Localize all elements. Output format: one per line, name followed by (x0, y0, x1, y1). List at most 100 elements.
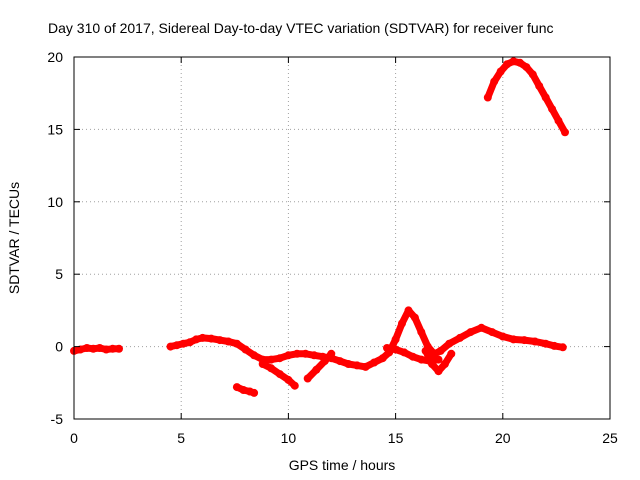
data-point (290, 381, 299, 390)
x-tick-label: 25 (602, 430, 618, 446)
data-point (436, 346, 445, 355)
data-point (498, 332, 507, 341)
data-point (303, 374, 312, 383)
data-point (531, 337, 539, 346)
data-point (284, 351, 293, 360)
data-point (466, 328, 475, 337)
data-point (267, 355, 276, 364)
data-point (477, 323, 486, 332)
data-point (76, 345, 85, 354)
x-tick-label: 15 (388, 430, 404, 446)
data-point (250, 351, 259, 360)
data-point (232, 383, 241, 392)
data-point (335, 357, 344, 366)
data-point (312, 365, 321, 374)
data-point (102, 345, 111, 354)
data-point (115, 344, 123, 353)
data-point (82, 344, 91, 352)
data-point (301, 349, 310, 358)
data-point (95, 344, 104, 352)
data-point (541, 93, 550, 102)
y-tick-label: 0 (55, 339, 63, 355)
data-point (516, 58, 524, 67)
chart-title: Day 310 of 2017, Sidereal Day-to-day VTE… (48, 20, 554, 36)
data-point (275, 370, 284, 379)
x-tick-label: 5 (177, 430, 185, 446)
data-point (398, 319, 406, 328)
data-point (327, 349, 336, 358)
data-point (445, 339, 454, 348)
data-point (344, 360, 353, 368)
data-point (293, 349, 301, 358)
data-point (320, 357, 329, 366)
data-point (408, 352, 417, 361)
data-point (400, 348, 409, 357)
data-point (267, 364, 276, 373)
data-point (503, 60, 512, 69)
data-point (383, 344, 391, 352)
data-point (558, 343, 567, 352)
data-point (192, 335, 201, 344)
data-point (391, 335, 400, 344)
data-point (250, 388, 259, 397)
x-tick-label: 10 (281, 430, 297, 446)
data-point (434, 367, 443, 376)
y-tick-label: 20 (47, 49, 63, 65)
data-point (528, 70, 537, 79)
data-point (455, 333, 464, 342)
data-point (417, 355, 426, 364)
data-point (391, 345, 400, 354)
data-point (166, 342, 175, 351)
data-point (108, 344, 117, 353)
data-point (488, 328, 497, 337)
x-tick-label: 20 (495, 430, 511, 446)
x-tick-label: 0 (70, 430, 78, 446)
data-point (370, 358, 379, 367)
data-point (509, 335, 518, 344)
data-point (207, 334, 216, 343)
data-point (490, 77, 499, 86)
plot-frame (73, 56, 611, 420)
data-point (241, 345, 250, 354)
data-point (410, 313, 419, 322)
data-point (258, 360, 267, 368)
data-point (483, 93, 492, 102)
ticks: 0 5 10 15 20 25 -5 0 5 10 15 20 (47, 49, 618, 446)
data-point (440, 360, 449, 368)
data-point (434, 355, 443, 364)
data-point (275, 354, 284, 363)
data-point (428, 360, 436, 368)
data-point (353, 361, 361, 370)
data-point (509, 57, 518, 66)
data-point (520, 336, 529, 345)
data-point (172, 341, 181, 350)
data-point (535, 82, 544, 90)
data-point (284, 375, 293, 384)
series-group (70, 57, 569, 397)
data-point (541, 339, 550, 348)
data-point (550, 341, 559, 350)
x-axis-label: GPS time / hours (289, 457, 396, 473)
data-point (430, 349, 439, 358)
data-trace (304, 350, 335, 382)
data-point (417, 328, 426, 337)
data-point (554, 116, 563, 125)
data-point (522, 63, 531, 72)
y-tick-label: -5 (51, 411, 64, 427)
data-point (239, 386, 248, 394)
data-point (447, 349, 456, 358)
data-point (89, 344, 98, 353)
data-point (232, 339, 241, 348)
data-point (179, 339, 188, 348)
y-tick-label: 5 (55, 266, 63, 282)
data-point (561, 128, 569, 137)
data-point (404, 306, 413, 315)
grid (74, 57, 610, 419)
data-point (361, 362, 370, 371)
data-point (421, 346, 430, 355)
data-point (224, 337, 233, 346)
data-point (185, 338, 194, 347)
data-point (198, 333, 207, 342)
data-point (378, 354, 387, 363)
